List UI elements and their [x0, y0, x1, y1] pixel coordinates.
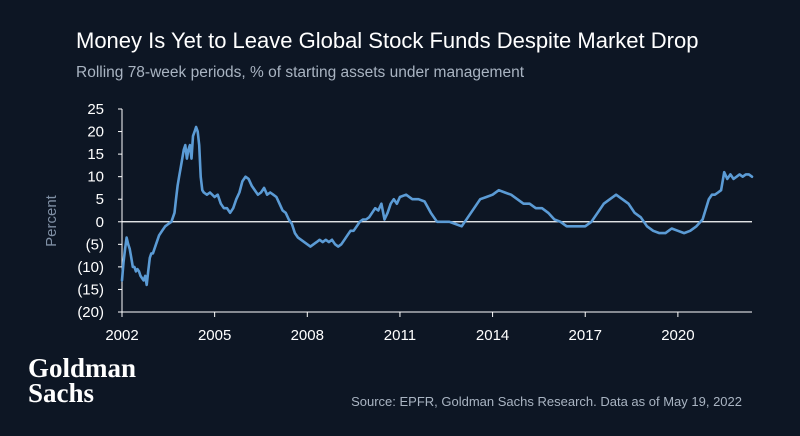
y-axis-title-group: Percent [43, 194, 60, 247]
y-tick-label: 10 [87, 169, 104, 186]
series-group [120, 125, 754, 287]
axes [121, 109, 752, 313]
y-tick-label: 15 [87, 146, 104, 163]
y-tick-label: 25 [87, 101, 104, 118]
chart-title: Money Is Yet to Leave Global Stock Funds… [76, 28, 699, 53]
y-axis-title: Percent [43, 194, 60, 247]
y-tick-label: (20) [77, 304, 104, 321]
x-tick-label: 2005 [198, 327, 231, 344]
x-tick-label: 2002 [105, 327, 138, 344]
y-tick-labels: 25 20 15 10 5 0 (5) (10) (15) (20) [77, 101, 122, 321]
series-line [120, 125, 754, 287]
y-tick-label: 20 [87, 124, 104, 141]
y-tick-label: (15) [77, 281, 104, 298]
logo-line-2: Sachs [28, 378, 95, 408]
y-tick-label: 5 [96, 191, 104, 208]
x-tick-label: 2017 [569, 327, 602, 344]
y-tick-label: (10) [77, 259, 104, 276]
goldman-sachs-logo: Goldman Sachs [28, 353, 137, 408]
chart-subtitle: Rolling 78-week periods, % of starting a… [76, 64, 525, 81]
y-tick-label: 0 [96, 214, 104, 231]
logo-line-1: Goldman [28, 353, 137, 383]
y-tick-label: (5) [86, 236, 104, 253]
x-tick-label: 2020 [661, 327, 694, 344]
x-tick-label: 2014 [476, 327, 509, 344]
x-tick-label: 2008 [291, 327, 324, 344]
x-tick-labels: 2002 2005 2008 2011 2014 2017 2020 [105, 312, 695, 344]
source-note: Source: EPFR, Goldman Sachs Research. Da… [351, 394, 742, 409]
x-tick-label: 2011 [384, 327, 416, 344]
